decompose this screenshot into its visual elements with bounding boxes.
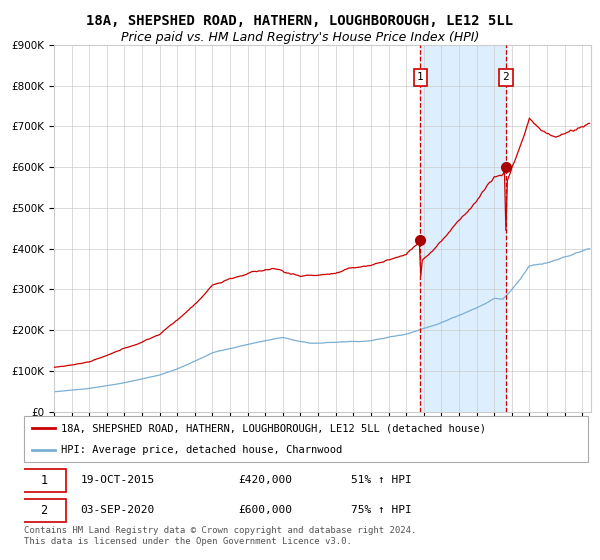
- Text: Price paid vs. HM Land Registry's House Price Index (HPI): Price paid vs. HM Land Registry's House …: [121, 31, 479, 44]
- Text: Contains HM Land Registry data © Crown copyright and database right 2024.
This d: Contains HM Land Registry data © Crown c…: [24, 526, 416, 546]
- Text: 19-OCT-2015: 19-OCT-2015: [80, 475, 155, 485]
- FancyBboxPatch shape: [24, 416, 588, 462]
- Text: 03-SEP-2020: 03-SEP-2020: [80, 505, 155, 515]
- Text: 1: 1: [40, 474, 47, 487]
- FancyBboxPatch shape: [21, 469, 66, 492]
- Text: 18A, SHEPSHED ROAD, HATHERN, LOUGHBOROUGH, LE12 5LL (detached house): 18A, SHEPSHED ROAD, HATHERN, LOUGHBOROUG…: [61, 423, 485, 433]
- Text: HPI: Average price, detached house, Charnwood: HPI: Average price, detached house, Char…: [61, 445, 342, 455]
- Text: 2: 2: [503, 72, 509, 82]
- Text: 51% ↑ HPI: 51% ↑ HPI: [351, 475, 412, 485]
- Text: 1: 1: [417, 72, 424, 82]
- Text: 75% ↑ HPI: 75% ↑ HPI: [351, 505, 412, 515]
- Text: £600,000: £600,000: [238, 505, 292, 515]
- FancyBboxPatch shape: [21, 499, 66, 522]
- Bar: [420, 45, 506, 412]
- Text: 2: 2: [40, 504, 47, 517]
- Text: £420,000: £420,000: [238, 475, 292, 485]
- Text: 18A, SHEPSHED ROAD, HATHERN, LOUGHBOROUGH, LE12 5LL: 18A, SHEPSHED ROAD, HATHERN, LOUGHBOROUG…: [86, 14, 514, 28]
